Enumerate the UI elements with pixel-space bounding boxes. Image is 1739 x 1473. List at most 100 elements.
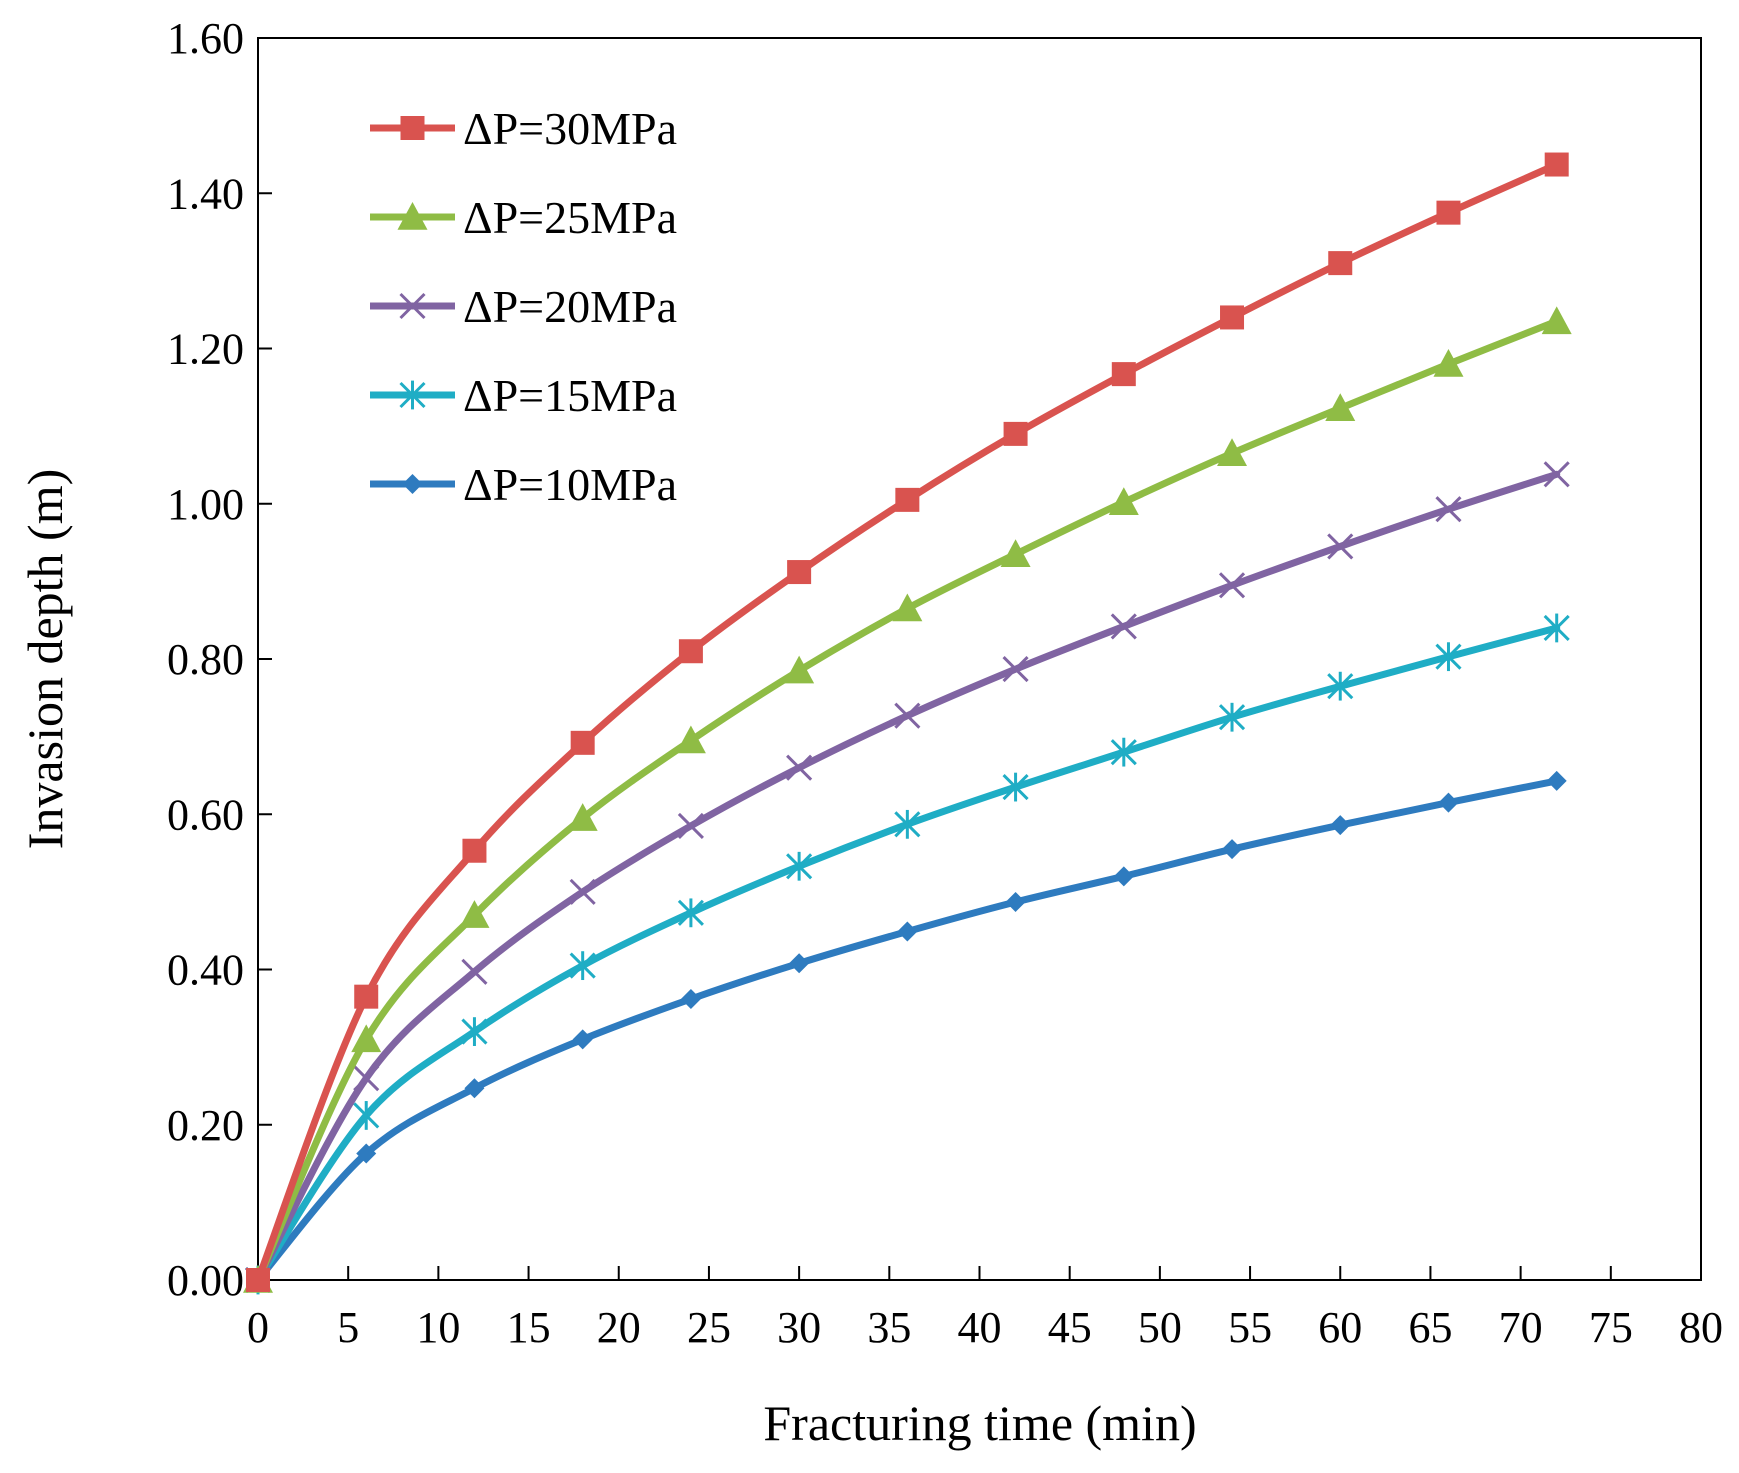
data-point bbox=[354, 984, 379, 1009]
data-point bbox=[680, 988, 701, 1009]
legend-label: ΔP=25MPa bbox=[463, 192, 677, 243]
data-point bbox=[1218, 572, 1246, 599]
x-tick-label: 75 bbox=[1589, 1303, 1633, 1352]
y-tick-label: 0.00 bbox=[167, 1256, 244, 1305]
data-point bbox=[246, 1268, 270, 1292]
data-point bbox=[1435, 496, 1462, 523]
x-tick-label: 80 bbox=[1679, 1303, 1723, 1352]
data-point bbox=[567, 803, 598, 831]
data-point bbox=[461, 958, 488, 985]
x-axis-title: Fracturing time (min) bbox=[763, 1395, 1196, 1451]
x-tick-label: 15 bbox=[507, 1303, 551, 1352]
legend-label: ΔP=10MPa bbox=[463, 459, 677, 510]
data-point bbox=[895, 487, 920, 512]
legend-label: ΔP=15MPa bbox=[463, 370, 677, 421]
data-point bbox=[570, 730, 595, 755]
data-point bbox=[1113, 866, 1134, 887]
data-point bbox=[786, 754, 813, 781]
data-point bbox=[897, 921, 918, 942]
data-point bbox=[1543, 613, 1570, 643]
data-point bbox=[1003, 421, 1028, 446]
data-point bbox=[1111, 362, 1136, 387]
series-diamond bbox=[248, 770, 1567, 1290]
series-line bbox=[254, 317, 1561, 1284]
data-point bbox=[1435, 642, 1462, 672]
data-point bbox=[572, 1029, 593, 1050]
y-axis: 0.00 0.20 0.40 0.60 0.80 1.00 1.20 1.40 1.60 bbox=[167, 14, 272, 1305]
x-tick-label: 20 bbox=[597, 1303, 641, 1352]
legend-marker bbox=[402, 474, 423, 494]
legend-marker bbox=[400, 116, 425, 140]
y-tick-label: 0.40 bbox=[167, 946, 244, 995]
data-point bbox=[461, 1017, 488, 1046]
data-point bbox=[1108, 487, 1139, 515]
data-point bbox=[1330, 815, 1351, 836]
data-point bbox=[353, 1101, 380, 1130]
data-point bbox=[1438, 792, 1459, 813]
legend-marker bbox=[399, 292, 426, 320]
data-point bbox=[1436, 200, 1461, 225]
legend-item: ΔP=20MPa bbox=[370, 281, 677, 332]
data-point bbox=[1328, 251, 1353, 276]
y-tick-label: 1.00 bbox=[167, 480, 244, 529]
data-point bbox=[1433, 349, 1464, 377]
data-point bbox=[1110, 613, 1137, 640]
series-square bbox=[246, 152, 1569, 1292]
data-point bbox=[1325, 393, 1356, 422]
data-point bbox=[1543, 461, 1570, 488]
data-point bbox=[892, 593, 923, 622]
data-point bbox=[677, 898, 704, 928]
data-point bbox=[569, 878, 596, 905]
x-tick-label: 70 bbox=[1499, 1303, 1543, 1352]
x-axis: 0 5 10 15 20 25 30 35 40 45 50 55 60 65 70 75 80 bbox=[247, 1266, 1723, 1352]
series-line bbox=[254, 624, 1561, 1284]
data-point bbox=[1541, 306, 1572, 335]
data-point bbox=[894, 702, 921, 729]
legend-label: ΔP=30MPa bbox=[463, 103, 677, 154]
x-tick-label: 30 bbox=[777, 1303, 821, 1352]
data-point bbox=[677, 812, 704, 839]
x-tick-label: 65 bbox=[1408, 1303, 1452, 1352]
x-tick-label: 0 bbox=[247, 1303, 269, 1352]
x-tick-label: 5 bbox=[337, 1303, 359, 1352]
x-tick-label: 45 bbox=[1048, 1303, 1092, 1352]
legend-marker bbox=[399, 380, 426, 410]
data-point bbox=[569, 951, 596, 981]
data-point bbox=[787, 560, 812, 585]
x-tick-label: 55 bbox=[1228, 1303, 1272, 1352]
x-tick-label: 35 bbox=[867, 1303, 911, 1352]
legend-item: ΔP=30MPa bbox=[370, 103, 677, 154]
y-axis-title: Invasion depth (m) bbox=[17, 469, 73, 849]
data-point bbox=[1002, 772, 1029, 802]
y-tick-label: 1.20 bbox=[167, 325, 244, 374]
x-tick-label: 40 bbox=[958, 1303, 1002, 1352]
data-point bbox=[894, 809, 921, 839]
data-point bbox=[356, 1143, 377, 1164]
series-triangle bbox=[243, 306, 1572, 1293]
data-point bbox=[1218, 702, 1246, 732]
series-line bbox=[254, 777, 1561, 1284]
data-point bbox=[1110, 737, 1137, 767]
y-tick-label: 1.40 bbox=[167, 169, 244, 218]
data-point bbox=[1005, 891, 1026, 912]
data-point bbox=[678, 639, 703, 664]
data-point bbox=[1002, 656, 1029, 683]
data-point bbox=[351, 1024, 382, 1053]
series-layer bbox=[243, 152, 1572, 1295]
series-asterisk bbox=[244, 613, 1570, 1295]
series-line bbox=[254, 161, 1561, 1284]
y-tick-label: 0.20 bbox=[167, 1101, 244, 1150]
legend-marker bbox=[397, 202, 428, 230]
data-point bbox=[1220, 305, 1245, 330]
series-line bbox=[254, 470, 1561, 1284]
data-point bbox=[1327, 533, 1354, 560]
data-point bbox=[1546, 770, 1567, 791]
legend-item: ΔP=15MPa bbox=[370, 370, 677, 421]
data-point bbox=[462, 838, 487, 863]
x-tick-label: 10 bbox=[416, 1303, 460, 1352]
legend: ΔP=30MPa ΔP=25MPa ΔP=20MPa ΔP=15MPa ΔP=10MPa bbox=[370, 103, 677, 510]
x-tick-label: 60 bbox=[1318, 1303, 1362, 1352]
data-point bbox=[1544, 152, 1569, 177]
